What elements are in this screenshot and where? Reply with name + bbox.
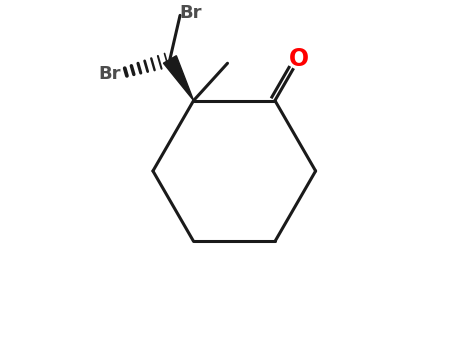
Text: O: O — [289, 47, 309, 71]
Text: Br: Br — [98, 65, 121, 83]
Text: Br: Br — [179, 4, 202, 22]
Polygon shape — [163, 56, 194, 100]
